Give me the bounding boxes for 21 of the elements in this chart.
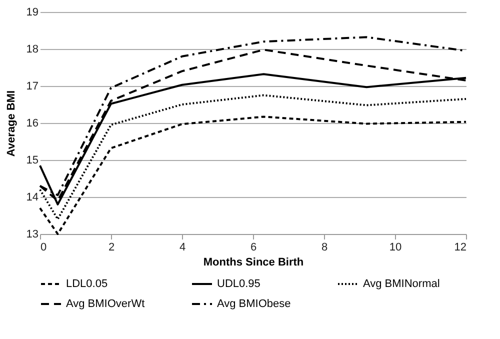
legend-label: LDL0.05 [66, 278, 108, 290]
y-tick-label: 13 [26, 228, 38, 240]
legend-label: Avg BMIOverWt [66, 298, 145, 310]
x-tick-label: 4 [179, 242, 186, 254]
x-tick-label: 0 [40, 242, 47, 254]
x-axis-title: Months Since Birth [203, 256, 304, 268]
y-tick-label: 18 [26, 44, 38, 56]
legend-label: Avg BMIObese [217, 298, 291, 310]
y-tick-label: 16 [26, 118, 38, 130]
x-tick-label: 10 [389, 242, 402, 254]
y-axis-title: Average BMI [5, 90, 18, 157]
y-tick-label: 15 [26, 154, 38, 166]
x-tick-label: 8 [321, 242, 328, 254]
y-tick-label: 17 [26, 80, 38, 92]
y-tick-label: 19 [26, 6, 38, 18]
x-tick-label: 12 [454, 242, 466, 254]
x-tick-label: 2 [108, 242, 115, 254]
legend-label: UDL0.95 [217, 278, 260, 290]
x-tick-label: 6 [250, 242, 257, 254]
legend-label: Avg BMINormal [363, 278, 440, 290]
y-tick-label: 14 [26, 192, 38, 204]
